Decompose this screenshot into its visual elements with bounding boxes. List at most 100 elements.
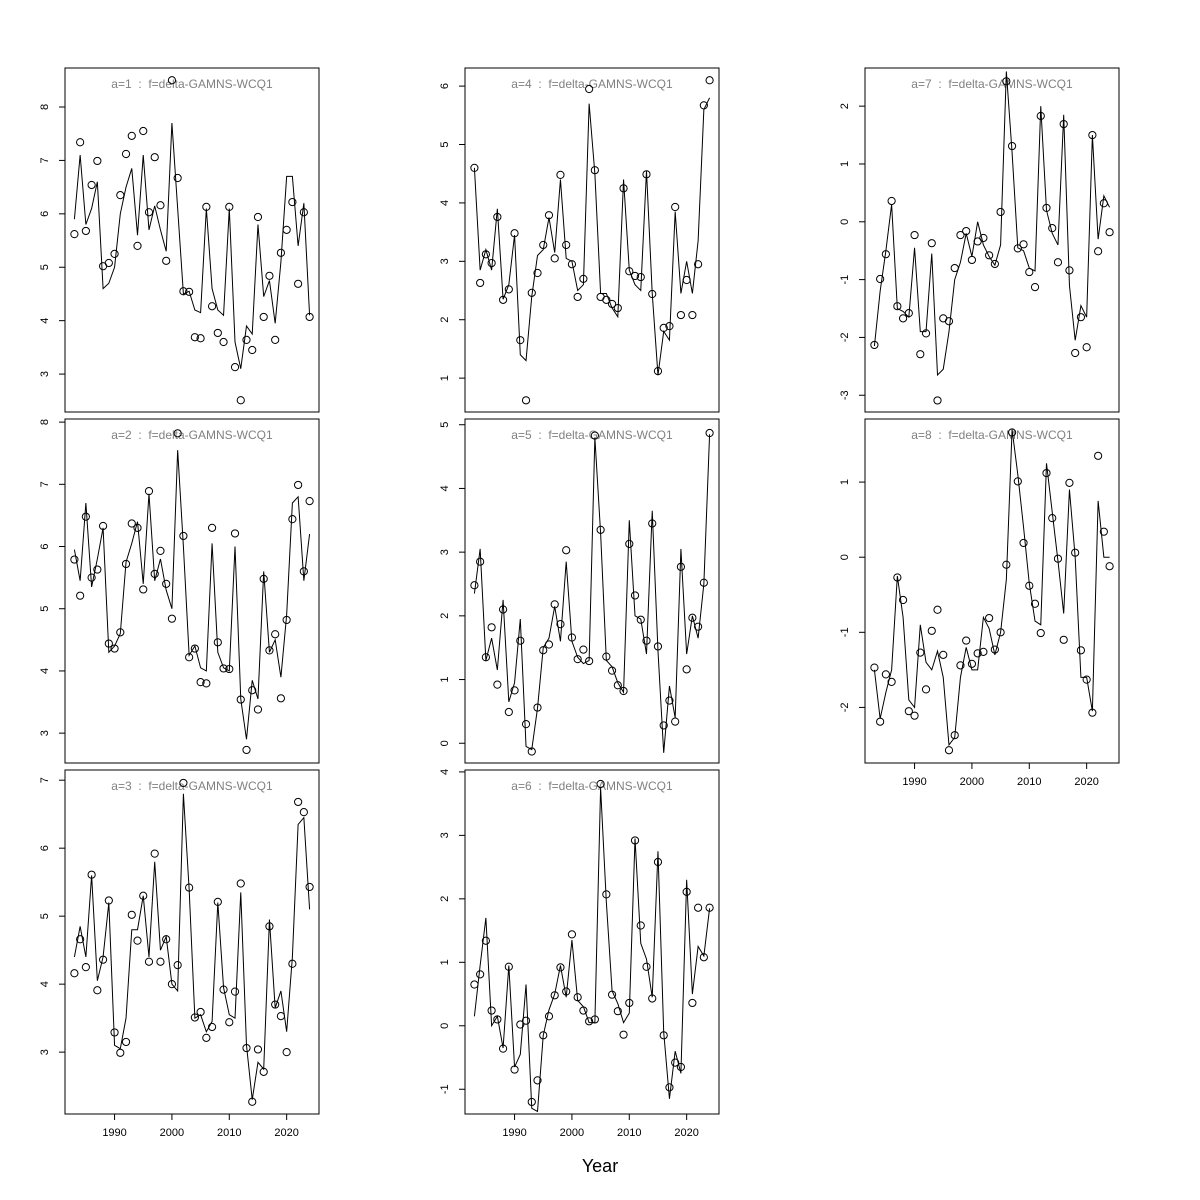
data-point <box>688 613 697 622</box>
data-point <box>271 335 280 344</box>
data-point <box>694 903 703 912</box>
data-point <box>110 249 119 258</box>
y-tick-label: -1 <box>839 627 851 637</box>
y-tick-label: 2 <box>439 317 451 323</box>
data-point <box>596 779 605 789</box>
y-tick-label: 5 <box>39 913 51 919</box>
x-tick-label: 2010 <box>217 1127 241 1139</box>
data-point <box>476 278 485 288</box>
data-point <box>253 1045 263 1054</box>
panel: a=5 : f=delta-GAMNS-WCQ1 0 1 2 3 4 5 <box>439 418 720 764</box>
data-point <box>556 170 565 179</box>
data-point <box>196 334 205 343</box>
data-point <box>294 279 303 288</box>
data-point <box>682 665 691 674</box>
y-tick-label: 3 <box>439 549 451 555</box>
data-point <box>967 659 977 668</box>
data-point <box>521 1016 531 1025</box>
y-tick-label: 0 <box>439 740 451 746</box>
panel-title: a=1 : f=delta-GAMNS-WCQ1 <box>111 77 273 91</box>
data-point <box>476 970 485 979</box>
data-point <box>562 546 571 555</box>
plot-area <box>870 71 1114 405</box>
x-tick-label: 1990 <box>502 1127 526 1139</box>
y-tick-label: 0 <box>839 219 851 225</box>
data-point <box>156 957 165 966</box>
fitted-line <box>873 71 1111 377</box>
data-point <box>276 694 286 703</box>
data-point <box>150 153 159 162</box>
data-point <box>493 680 502 689</box>
data-point <box>876 717 885 726</box>
data-point <box>81 512 90 521</box>
data-point <box>76 591 85 600</box>
y-tick-label: 1 <box>439 959 451 965</box>
data-point <box>516 636 525 645</box>
data-point <box>1105 228 1114 237</box>
data-point <box>70 230 79 239</box>
data-point <box>93 986 102 995</box>
data-point <box>196 678 205 687</box>
data-point <box>533 1076 542 1085</box>
x-tick-label: 2000 <box>560 1127 584 1139</box>
data-point <box>173 173 182 183</box>
data-point <box>230 529 240 538</box>
y-tick-label: 3 <box>39 1049 51 1055</box>
data-point <box>550 254 559 263</box>
data-point <box>585 1017 594 1026</box>
data-point <box>1071 348 1080 358</box>
y-tick-label: -2 <box>839 333 851 343</box>
data-point <box>619 1030 628 1039</box>
data-point <box>162 579 171 588</box>
y-tick-label: 7 <box>39 157 51 163</box>
data-point <box>1082 675 1091 684</box>
data-point <box>156 201 165 210</box>
data-point <box>305 882 314 892</box>
plot-area <box>70 778 314 1106</box>
data-point <box>481 936 490 945</box>
data-point <box>470 980 479 989</box>
panel-frame <box>64 67 320 413</box>
data-point <box>933 605 942 614</box>
y-tick-label: 7 <box>39 481 51 487</box>
y-tick-label: -3 <box>839 390 851 400</box>
y-tick-label: 4 <box>39 668 51 674</box>
data-point <box>688 310 697 320</box>
panel-title: a=4 : f=delta-GAMNS-WCQ1 <box>511 77 673 91</box>
data-point <box>121 149 131 159</box>
data-point <box>70 969 79 978</box>
data-point <box>881 670 890 679</box>
panel-title: a=8 : f=delta-GAMNS-WCQ1 <box>911 428 1073 442</box>
data-point <box>671 202 680 212</box>
data-point <box>81 963 90 972</box>
fitted-line <box>73 793 311 1100</box>
y-tick-label: 0 <box>839 554 851 560</box>
data-point <box>887 677 896 686</box>
data-point <box>602 295 611 304</box>
data-point <box>202 679 211 688</box>
y-tick-label: 4 <box>439 200 451 206</box>
data-point <box>236 879 245 888</box>
data-point <box>127 131 136 140</box>
data-point <box>202 1033 211 1042</box>
panel-frame <box>464 769 720 1115</box>
fitted-line <box>473 434 711 753</box>
data-point <box>81 226 90 236</box>
data-point <box>990 645 999 654</box>
data-point <box>207 302 217 311</box>
data-point <box>305 497 314 506</box>
y-tick-label: 7 <box>39 777 51 783</box>
panel-frame <box>464 67 720 413</box>
data-point <box>688 998 697 1008</box>
data-point <box>173 429 182 438</box>
data-point <box>144 957 154 966</box>
data-point <box>144 208 154 217</box>
data-point <box>521 396 531 405</box>
y-tick-label: -2 <box>839 703 851 713</box>
data-point <box>694 260 703 269</box>
data-point <box>933 396 942 405</box>
data-point <box>133 936 142 945</box>
data-point <box>116 1048 125 1057</box>
x-tick-label: 2020 <box>274 1127 298 1139</box>
